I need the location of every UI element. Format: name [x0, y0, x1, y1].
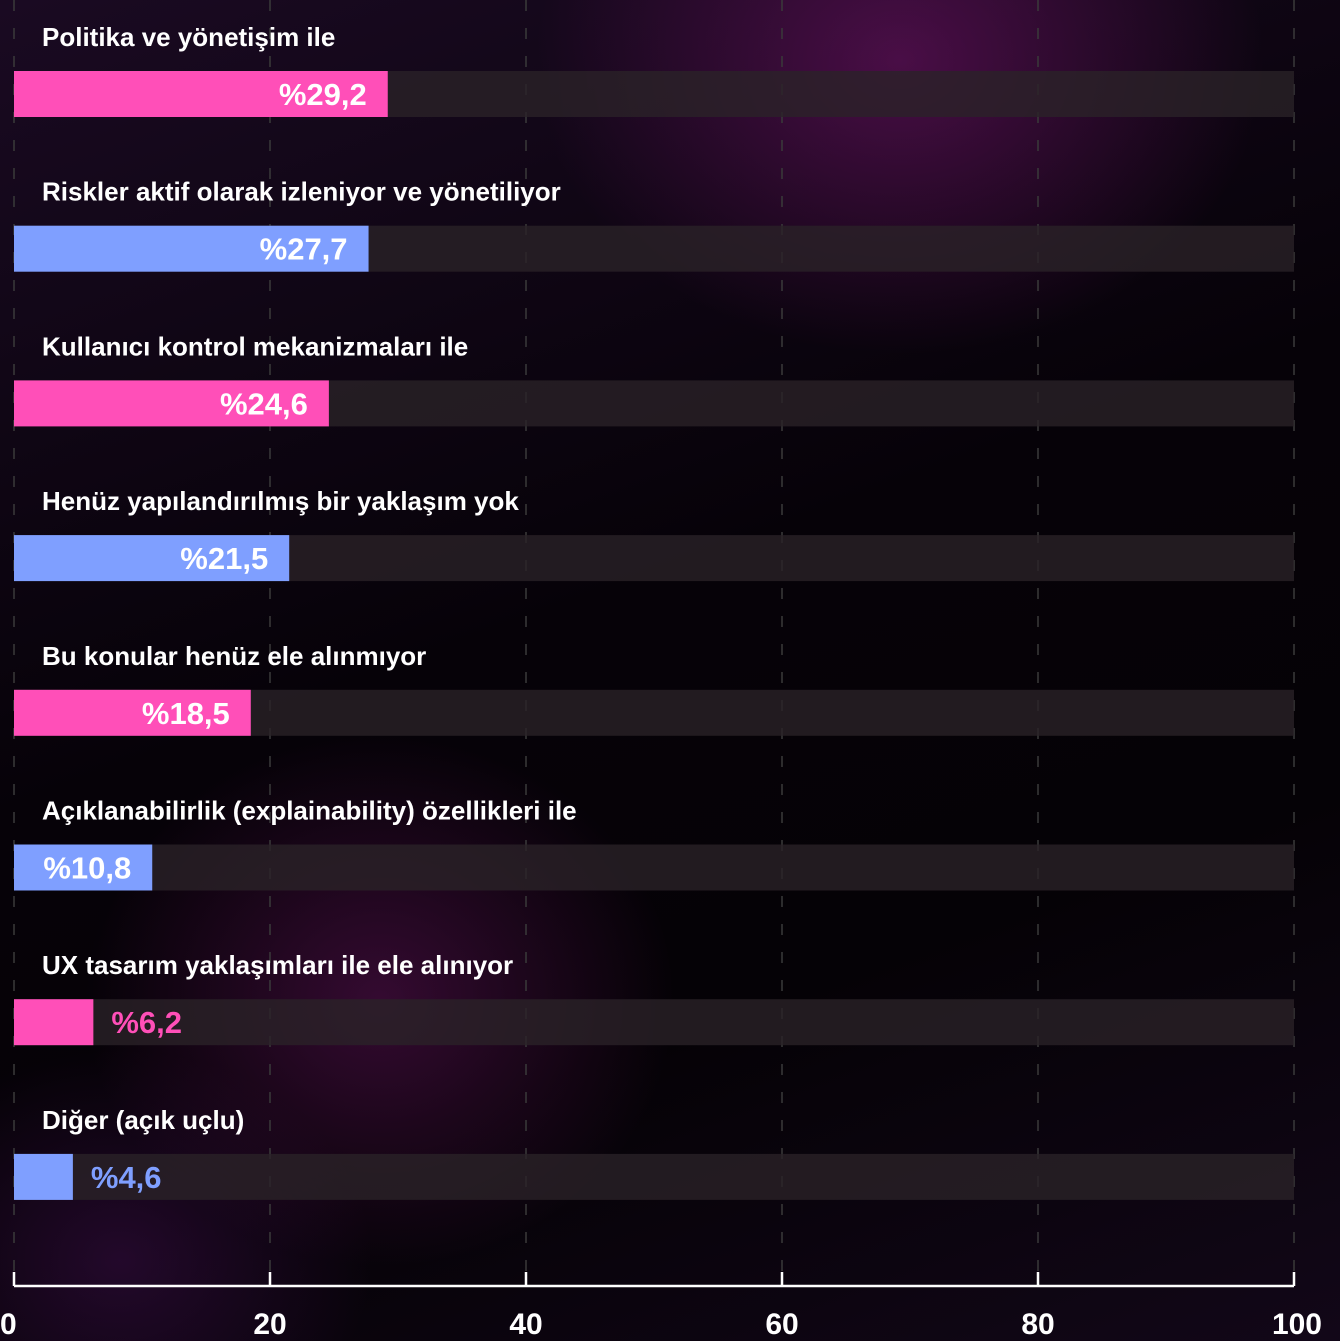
category-label: Politika ve yönetişim ile [42, 22, 335, 52]
bars: Politika ve yönetişim ile %29,2 Riskler ak… [14, 22, 1294, 1200]
bar [14, 689, 251, 736]
value-label: %4,6 [91, 1160, 162, 1195]
bar [14, 999, 94, 1046]
category-label: Diğer (açık uçlu) [42, 1105, 244, 1135]
x-tick-label: 20 [253, 1308, 286, 1341]
category-label: Bu konular henüz ele alınmıyor [42, 641, 426, 671]
value-label: %27,7 [260, 232, 348, 267]
bar [14, 535, 290, 582]
x-tick-label: 40 [509, 1308, 542, 1341]
category-label: Riskler aktif olarak izleniyor ve yöneti… [42, 177, 561, 207]
value-label: %29,2 [279, 77, 367, 112]
bar [14, 225, 369, 272]
category-label: UX tasarım yaklaşımları ile ele alınıyor [42, 950, 513, 980]
value-label: %18,5 [142, 696, 230, 731]
x-tick-label: 60 [765, 1308, 798, 1341]
category-label: Kullanıcı kontrol mekanizmaları ile [42, 331, 468, 361]
bar [14, 1153, 73, 1200]
bar-track [14, 1153, 1294, 1200]
bar-track [14, 999, 1294, 1046]
x-tick-label: 0 [0, 1308, 17, 1341]
value-label: %21,5 [180, 541, 268, 576]
category-label: Henüz yapılandırılmış bir yaklaşım yok [42, 486, 519, 516]
value-label: %24,6 [220, 386, 308, 421]
value-label: %10,8 [43, 851, 131, 886]
value-label: %6,2 [111, 1005, 182, 1040]
x-tick-label: 80 [1021, 1308, 1054, 1341]
x-tick-label: 100 [1272, 1308, 1322, 1341]
bar [14, 71, 388, 117]
category-label: Açıklanabilirlik (explainability) özelli… [42, 796, 577, 826]
bar [14, 844, 153, 891]
bar-track [14, 844, 1294, 891]
bar [14, 380, 329, 427]
x-axis: 0 20 40 60 80 100 [0, 1272, 1322, 1341]
